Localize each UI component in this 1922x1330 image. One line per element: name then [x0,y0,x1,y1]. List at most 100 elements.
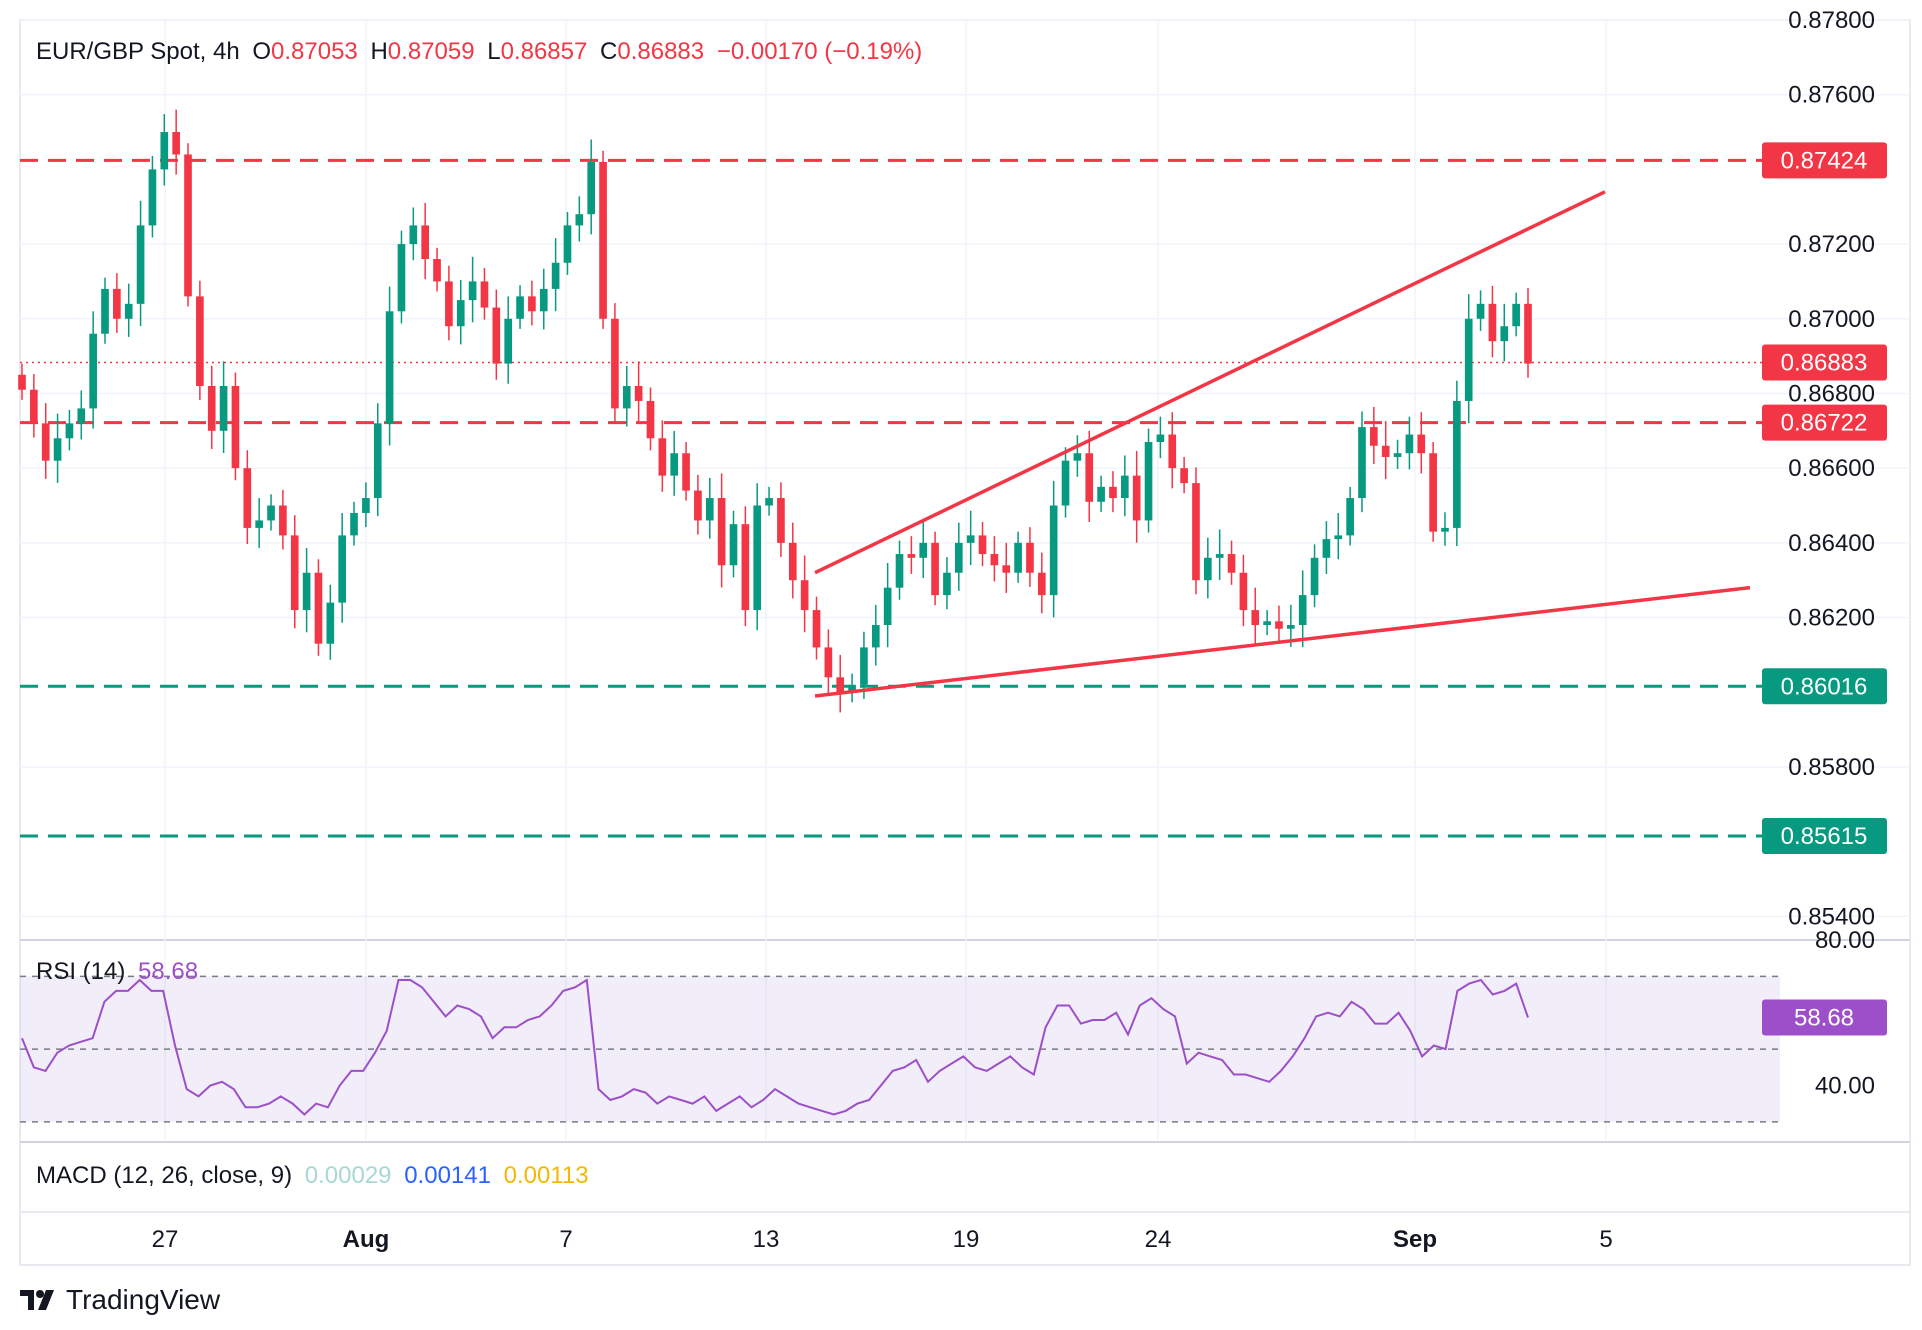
candle-body [741,524,750,611]
candle-body [504,318,513,364]
candle-body [836,677,845,693]
trendlines[interactable] [814,190,1751,698]
candle-body [1405,434,1414,454]
candle-body [599,161,607,319]
candle-body [528,296,536,312]
candle-body [1453,400,1461,528]
candle-body [1180,468,1188,484]
candle-body [101,288,109,334]
level-price-tag-label: 0.85615 [1781,823,1868,850]
time-tick-label: Aug [343,1226,390,1253]
candle-body [480,281,489,308]
candle-body [1310,557,1319,596]
candle-body [1417,434,1426,454]
candle-body [907,554,916,558]
candle-body [243,468,252,528]
candle-body [314,572,323,644]
candle-body [1298,595,1307,626]
candle-body [1441,527,1449,532]
candle-body [516,296,524,319]
candle-body [990,554,999,566]
price-tick-label: 0.86600 [1788,455,1875,482]
candle-body [1120,475,1129,499]
time-tick-label: 19 [953,1226,980,1253]
price-tags: 0.87424 0.86722 0.86016 0.85615 0.86883 58.68 [1762,142,1887,1036]
time-tick-label: 27 [152,1226,179,1253]
time-tick-label: 24 [1145,1226,1172,1253]
candle-body [966,535,975,543]
candle-body [883,587,892,626]
candle-body [219,386,228,431]
candle-body [468,281,477,301]
candle-body [338,535,346,603]
time-axis[interactable]: 27 Aug 7 13 19 24 Sep 5 [152,1226,1613,1253]
candle-body [575,214,584,226]
candle-body [848,684,856,693]
tradingview-logo[interactable]: TradingView [20,1284,220,1316]
low-label: L [487,38,501,65]
candle-body [30,389,38,424]
macd-legend[interactable]: MACD (12, 26, close, 9) 0.00029 0.00141 … [36,1162,595,1190]
candle-body [267,505,275,521]
candle-body [362,498,370,513]
candle-body [231,386,240,469]
macd-value-2: 0.00141 [404,1162,491,1189]
candle-body [753,505,762,611]
symbol-title: EUR/GBP Spot, 4h [36,38,240,65]
candle-body [1168,434,1177,469]
horizontal-levels[interactable] [20,158,1780,838]
candle-body [445,281,453,327]
candle-body [1097,486,1105,502]
candle-body [456,300,465,327]
candle-body [255,520,263,528]
high-value: 0.87059 [387,38,475,65]
symbol-legend[interactable]: EUR/GBP Spot, 4h O0.87053 H0.87059 L0.86… [36,38,928,66]
candle-body [812,610,821,648]
candle-body [1512,303,1520,327]
candle-body [895,554,904,588]
candle-body [433,259,441,282]
candle-body [302,572,311,611]
candle-body [1393,453,1402,457]
grid-lines [20,19,1910,1140]
candle-body [824,647,833,678]
price-tick-label: 0.85400 [1788,903,1875,930]
candle-body [1263,621,1271,626]
candlestick-series[interactable] [18,109,1532,713]
candle-body [765,498,773,506]
candle-body [290,535,299,611]
rsi-legend[interactable]: RSI (14) 58.68 [36,958,204,986]
candle-body [18,374,26,390]
candle-body [658,438,667,476]
candle-body [551,262,560,289]
time-tick-label: 13 [753,1226,780,1253]
candle-body [1239,572,1248,611]
candle-body [1358,427,1366,499]
candle-body [717,498,726,566]
low-value: 0.86857 [500,38,588,65]
candle-body [136,225,145,304]
candle-body [1192,483,1200,581]
level-price-tag [1762,142,1887,179]
candle-body [1275,621,1283,629]
candle-body [89,333,97,409]
trendline [814,585,1751,698]
candle-body [1085,453,1094,502]
candle-body [1381,445,1390,457]
price-tick-label: 0.86800 [1788,380,1875,407]
candle-body [421,225,430,260]
price-axis[interactable]: 0.87800 0.87600 0.87200 0.87000 0.86800 0.866… [1788,7,1875,1099]
candle-body [184,154,192,297]
rsi-pane[interactable] [20,975,1780,1123]
candle-body [682,453,690,491]
rsi-legend-value: 58.68 [138,958,199,985]
level-price-tag [1762,818,1887,855]
candle-body [931,542,939,596]
level-price-tag-label: 0.86722 [1781,410,1868,437]
rsi-line [21,978,1529,1116]
rsi-label: RSI (14) [36,958,126,985]
trendline [814,190,1606,575]
candle-body [1370,427,1378,446]
candle-body [172,132,180,155]
